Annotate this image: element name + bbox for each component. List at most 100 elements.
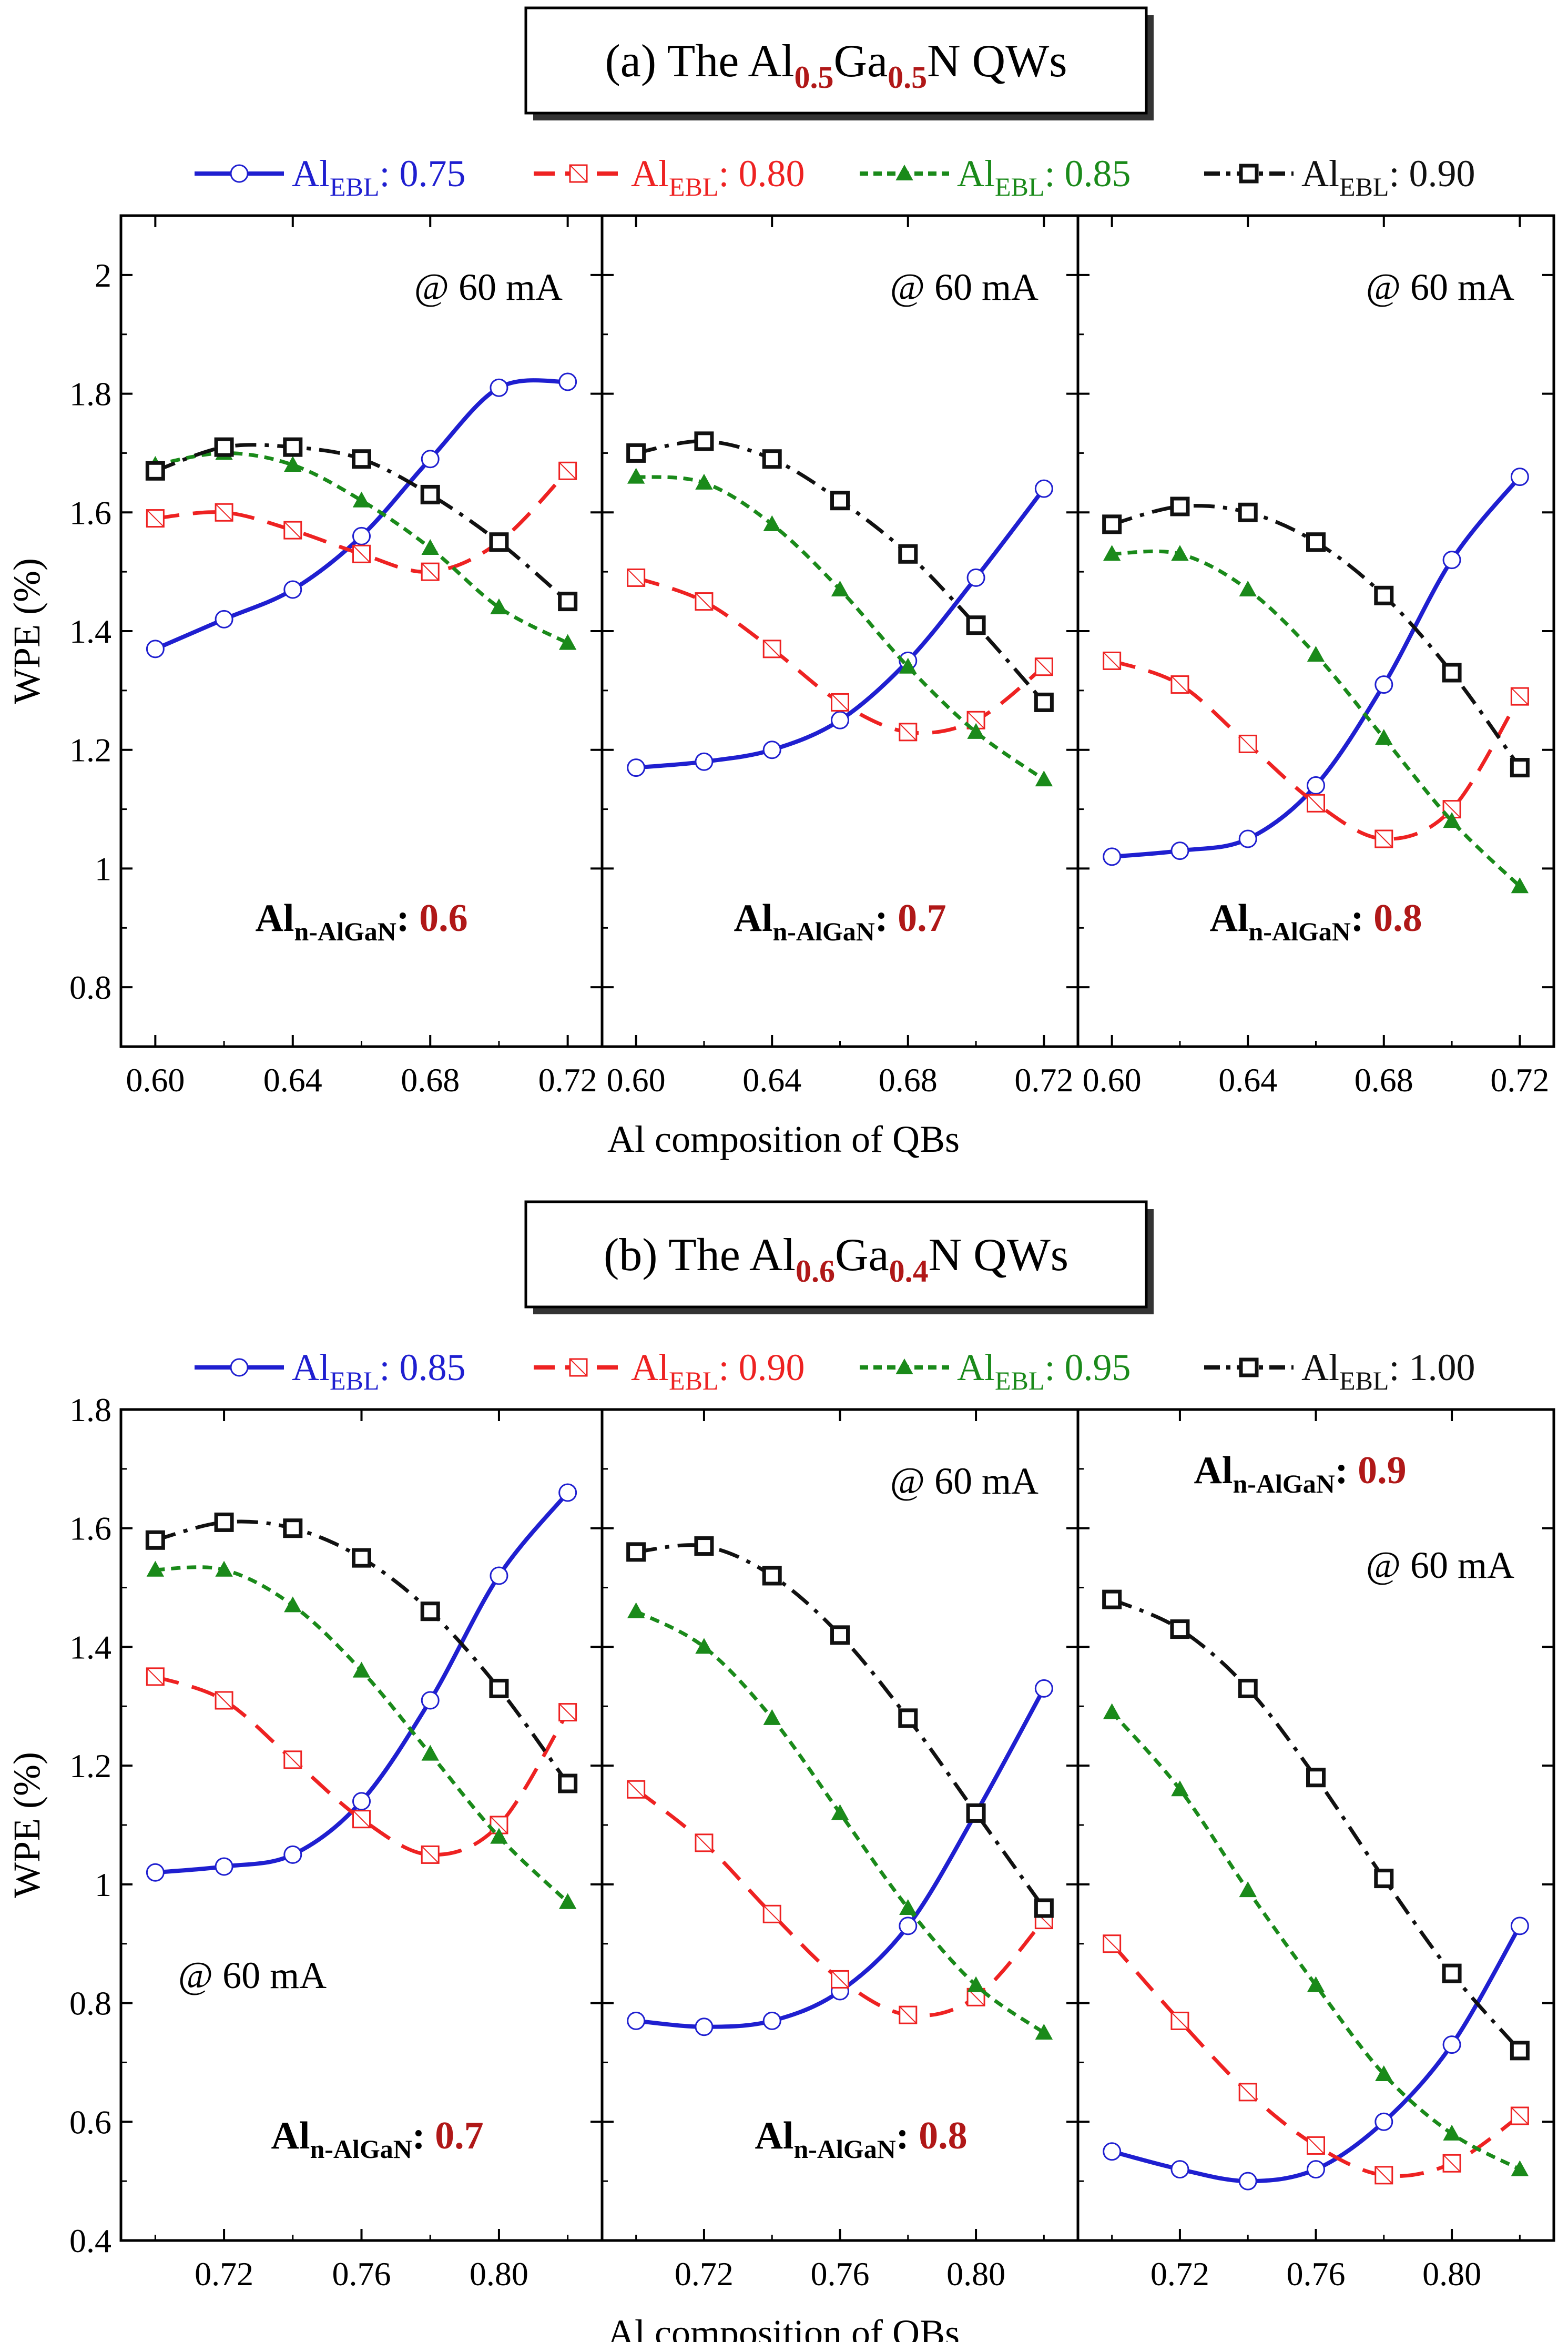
data-point-series-2 [284, 455, 302, 472]
data-point-series-0 [352, 1792, 371, 1811]
data-point-series-1-hatch [490, 1816, 508, 1834]
data-point-series-2 [627, 468, 645, 484]
legend-3-label: AlEBL: 1.00 [1301, 1346, 1475, 1395]
title-subscript-1: 0.6 [796, 1254, 835, 1289]
title-suffix: N QWs [929, 1230, 1068, 1281]
legend-label-sub: EBL [330, 1366, 379, 1395]
x-tick-label: 0.72 [195, 2255, 253, 2293]
legend-label-sub: EBL [330, 172, 379, 201]
data-point-series-1-hatch [1443, 2154, 1461, 2172]
data-point-series-3 [830, 1625, 850, 1645]
data-point-series-1-hatch [146, 509, 165, 528]
al-label: Al [255, 897, 294, 940]
legend-0-marker [230, 1358, 249, 1377]
al-value: 0.6 [419, 897, 468, 940]
data-point-series-0 [1510, 1917, 1529, 1935]
data-point-series-3 [1510, 758, 1530, 778]
legend-label-value: : 0.85 [1044, 153, 1131, 195]
data-point-series-3 [1510, 2041, 1530, 2061]
title-subscript-2: 0.4 [889, 1254, 929, 1289]
data-point-series-1-hatch [1103, 652, 1121, 670]
title-subscript-2: 0.5 [888, 60, 927, 95]
al-value: 0.7 [898, 897, 946, 940]
data-point-series-3 [898, 544, 918, 564]
data-point-series-3 [214, 1512, 234, 1532]
x-tick-label: 0.68 [1355, 1061, 1413, 1099]
al-colon: : [412, 2114, 435, 2157]
data-point-series-0 [762, 2011, 781, 2030]
al-value: 0.8 [919, 2114, 968, 2157]
data-point-series-3 [420, 484, 440, 504]
data-point-series-1-hatch [695, 592, 713, 611]
data-point-series-3 [420, 1601, 440, 1621]
data-point-series-1-hatch [763, 640, 781, 658]
legend-label-sub: EBL [1339, 172, 1389, 201]
data-point-series-2 [352, 1661, 371, 1678]
legend-label-sub: EBL [669, 172, 718, 201]
panel-b-y-axis-label: WPE (%) [6, 1752, 48, 1898]
y-tick-label: 0.8 [69, 1985, 111, 2022]
current-annotation: @ 60 mA [1366, 1544, 1514, 1586]
data-point-series-1-hatch [558, 462, 577, 480]
legend-label-sub: EBL [669, 1366, 718, 1395]
data-point-series-2 [763, 1709, 781, 1725]
x-tick-label: 0.72 [1490, 1061, 1549, 1099]
current-annotation: @ 60 mA [890, 266, 1038, 308]
data-point-series-2 [1171, 1780, 1189, 1797]
chart-b-3-frame [1076, 1408, 1555, 2242]
y-tick-label: 1.8 [69, 1391, 111, 1428]
legend-3-marker [1239, 1357, 1259, 1377]
panel-a-title: (a) The Al0.5Ga0.5N QWs [605, 36, 1067, 95]
data-point-series-2 [831, 1804, 849, 1820]
data-point-series-2 [967, 1976, 985, 1992]
y-tick-label: 1.6 [69, 494, 111, 531]
data-point-series-2 [1511, 2160, 1529, 2176]
title-prefix: (a) The Al [605, 36, 794, 87]
data-point-series-0 [627, 758, 646, 777]
y-tick-label: 0.8 [69, 969, 111, 1006]
data-point-series-2 [899, 657, 917, 674]
data-point-series-2 [1511, 877, 1529, 894]
data-point-series-3 [1238, 1678, 1258, 1698]
x-tick-label: 0.68 [879, 1061, 938, 1099]
data-point-series-2 [1375, 729, 1393, 745]
data-point-series-0 [1510, 468, 1529, 486]
data-point-series-3 [558, 1773, 578, 1793]
legend-3-label: AlEBL: 0.90 [1301, 153, 1475, 201]
al-sub: n-AlGaN [1233, 1469, 1335, 1498]
current-annotation: @ 60 mA [414, 266, 563, 308]
legend-label-main: Al [292, 1346, 330, 1388]
x-tick-label: 0.72 [1014, 1061, 1073, 1099]
data-point-series-0 [1238, 2172, 1257, 2191]
legend-2-marker [895, 164, 913, 180]
al-label: Al [1194, 1449, 1233, 1492]
data-point-series-3 [1102, 1589, 1122, 1609]
data-point-series-1-hatch [352, 1810, 371, 1828]
legend-label-main: Al [631, 153, 669, 195]
data-point-series-3 [558, 592, 578, 612]
al-value: 0.9 [1358, 1449, 1407, 1492]
data-point-series-3 [694, 1536, 714, 1556]
data-point-series-2 [967, 723, 985, 739]
y-tick-label: 1.8 [69, 376, 111, 413]
data-point-series-1-hatch [421, 1846, 439, 1864]
title-suffix: N QWs [927, 36, 1067, 87]
al-colon: : [875, 897, 898, 940]
chart-a-2-frame [600, 214, 1080, 1048]
data-point-series-0 [490, 1566, 508, 1585]
title-mid: Ga [834, 36, 888, 87]
al-n-algan-annotation: Aln-AlGaN: 0.7 [734, 897, 946, 946]
chart-b-1: 0.4 0.6 0.8 1 1.2 1.4 1.6 1.8 0.72 0.76 0.80 @ 60 m… [69, 1391, 604, 2293]
data-point-series-1-hatch [627, 1780, 645, 1798]
x-tick-label: 0.72 [675, 2255, 734, 2293]
data-point-series-0 [283, 1845, 302, 1864]
x-tick-label: 0.64 [263, 1061, 322, 1099]
y-tick-label: 2 [95, 257, 111, 294]
data-point-series-2 [284, 1596, 302, 1613]
data-point-series-3 [1238, 502, 1258, 522]
data-point-series-3 [145, 461, 165, 481]
data-point-series-0 [558, 1483, 577, 1502]
legend-0-marker [230, 164, 249, 183]
data-point-series-3 [214, 437, 234, 457]
